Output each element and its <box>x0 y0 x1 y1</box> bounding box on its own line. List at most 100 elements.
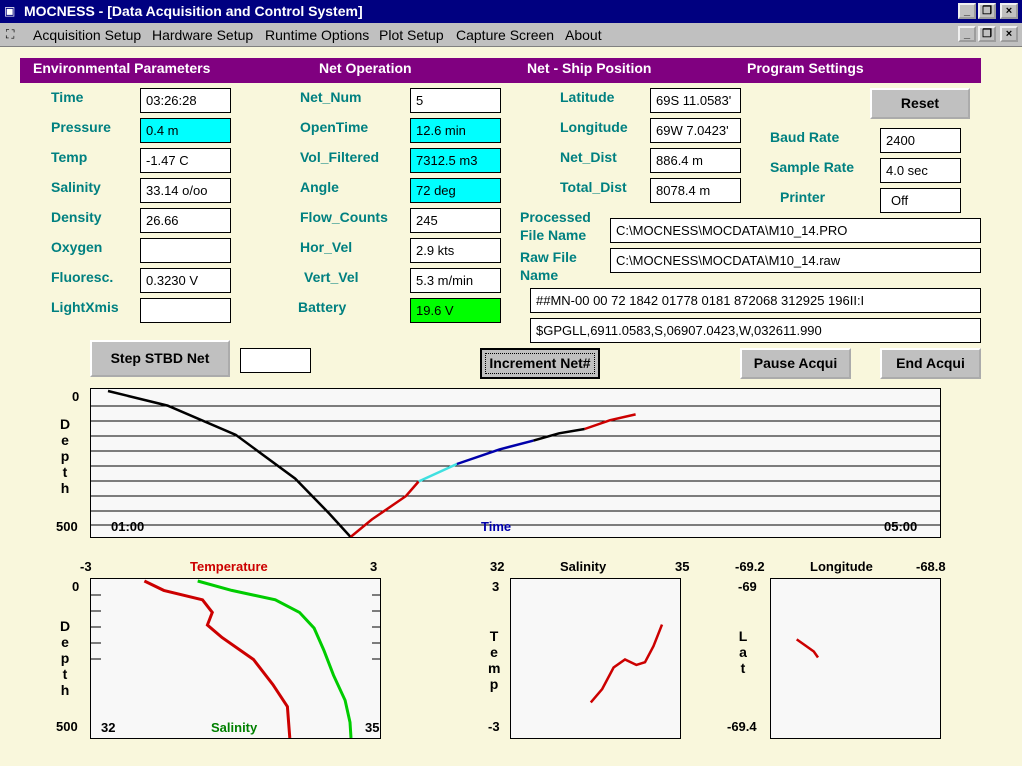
menu-plot-setup[interactable]: Plot Setup <box>379 27 444 43</box>
ll-xmin-label: -69.2 <box>735 559 765 574</box>
lightxmis-label: LightXmis <box>51 299 119 315</box>
depth-trace-segment-0 <box>107 389 352 537</box>
pressure-field: 0.4 m <box>140 118 231 143</box>
step-net-field[interactable] <box>240 348 311 373</box>
raw-file-label-1: Raw File <box>520 249 577 265</box>
temp-xmax-label: 3 <box>370 559 378 574</box>
depth-trace-segment-5 <box>584 413 636 431</box>
reset-button[interactable]: Reset <box>870 88 970 119</box>
ts-svg <box>589 624 664 704</box>
profile-depth-top: 0 <box>72 579 80 594</box>
hor-vel-field: 2.9 kts <box>410 238 501 263</box>
angle-field: 72 deg <box>410 178 501 203</box>
processed-file-label-2: File Name <box>520 227 587 243</box>
window-title: MOCNESS - [Data Acquisition and Control … <box>24 3 363 19</box>
time-axis-label: Time <box>481 519 512 534</box>
temp-label: Temp <box>51 149 88 165</box>
lat-lon-svg <box>795 638 820 659</box>
longitude-label: Longitude <box>560 119 628 135</box>
depth-time-svg <box>91 389 940 537</box>
time-end-label: 05:00 <box>884 519 918 534</box>
flow-counts-label: Flow_Counts <box>300 209 388 225</box>
ts-trace <box>589 624 664 704</box>
ship-track <box>795 638 820 659</box>
pause-acqui-button[interactable]: Pause Acqui <box>740 348 851 379</box>
opentime-field: 12.6 min <box>410 118 501 143</box>
temperature-title: Temperature <box>190 559 268 574</box>
vert-vel-label: Vert_Vel <box>304 269 359 285</box>
total-dist-label: Total_Dist <box>560 179 627 195</box>
step-stbd-net-button[interactable]: Step STBD Net <box>90 340 230 377</box>
density-label: Density <box>51 209 102 225</box>
battery-label: Battery <box>298 299 347 315</box>
processed-file-field: C:\MOCNESS\MOCDATA\M10_14.PRO <box>610 218 981 243</box>
vert-vel-field: 5.3 m/min <box>410 268 501 293</box>
depth-time-y-bottom: 500 <box>56 519 78 534</box>
latitude-field: 69S 11.0583' <box>650 88 741 113</box>
menu-acquisition-setup[interactable]: Acquisition Setup <box>33 27 142 43</box>
latitude-label: Latitude <box>560 89 615 105</box>
lat-lon-plot <box>770 578 941 739</box>
menu-runtime-options[interactable]: Runtime Options <box>265 27 370 43</box>
menu-bar: ⛶ Acquisition Setup Hardware Setup Runti… <box>0 23 1022 47</box>
net-dist-field: 886.4 m <box>650 148 741 173</box>
flow-counts-field: 245 <box>410 208 501 233</box>
fluoresc-label: Fluoresc. <box>51 269 114 285</box>
menu-hardware-setup[interactable]: Hardware Setup <box>152 27 254 43</box>
depth-trace-segment-3 <box>456 439 534 466</box>
salinity-field: 33.14 o/oo <box>140 178 231 203</box>
document-icon[interactable]: ⛶ <box>6 27 15 41</box>
angle-label: Angle <box>300 179 339 195</box>
salinity-xmax-label: 35 <box>365 720 380 735</box>
ll-ytop-label: -69 <box>738 579 757 594</box>
ll-xmax-label: -68.8 <box>916 559 946 574</box>
hor-vel-label: Hor_Vel <box>300 239 353 255</box>
depth-trace-segment-4 <box>533 427 585 442</box>
menu-capture-screen[interactable]: Capture Screen <box>456 27 555 43</box>
time-label: Time <box>51 89 84 105</box>
profile-line-salinity <box>197 579 353 738</box>
app-icon[interactable]: ▣ <box>4 4 16 18</box>
salinity-label: Salinity <box>51 179 101 195</box>
processed-file-label-1: Processed <box>520 209 591 225</box>
env-header: Environmental Parameters <box>33 60 211 76</box>
time-field: 03:26:28 <box>140 88 231 113</box>
baud-rate-field[interactable]: 2400 <box>880 128 961 153</box>
ll-ybot-label: -69.4 <box>727 719 757 734</box>
restore-button[interactable]: ❐ <box>978 3 996 19</box>
ts-xmax-label: 35 <box>675 559 690 574</box>
ts-ytop-label: 3 <box>492 579 500 594</box>
ts-xmin-label: 32 <box>490 559 505 574</box>
depth-trace-segment-1 <box>349 480 420 537</box>
temp-salinity-profile-svg <box>91 579 380 738</box>
ts-ybot-label: -3 <box>488 719 500 734</box>
child-close-button[interactable]: × <box>1000 26 1018 42</box>
net-dist-label: Net_Dist <box>560 149 617 165</box>
profile-ylabel: Depth <box>59 618 71 698</box>
profile-line-temperature <box>143 579 292 738</box>
depth-trace-segment-2 <box>418 462 458 483</box>
close-button[interactable]: × <box>1000 3 1018 19</box>
minimize-button[interactable]: _ <box>958 3 976 19</box>
end-acqui-button[interactable]: End Acqui <box>880 348 981 379</box>
printer-field[interactable]: Off <box>880 188 961 213</box>
profile-depth-bottom: 500 <box>56 719 78 734</box>
instrument-data-stream: ##MN-00 00 72 1842 01778 0181 872068 312… <box>530 288 981 313</box>
battery-field: 19.6 V <box>410 298 501 323</box>
ll-title: Longitude <box>810 559 873 574</box>
increment-net-button[interactable]: Increment Net# <box>480 348 600 379</box>
child-minimize-button[interactable]: _ <box>958 26 976 42</box>
lightxmis-field <box>140 298 231 323</box>
raw-file-label-2: Name <box>520 267 559 283</box>
net-header: Net Operation <box>319 60 412 76</box>
ts-plot <box>510 578 681 739</box>
menu-about[interactable]: About <box>565 27 602 43</box>
net-num-field: 5 <box>410 88 501 113</box>
sample-rate-label: Sample Rate <box>770 159 855 175</box>
ts-title: Salinity <box>560 559 607 574</box>
child-restore-button[interactable]: ❐ <box>978 26 996 42</box>
sample-rate-field[interactable]: 4.0 sec <box>880 158 961 183</box>
total-dist-field: 8078.4 m <box>650 178 741 203</box>
gps-data-stream: $GPGLL,6911.0583,S,06907.0423,W,032611.9… <box>530 318 981 343</box>
ll-ylabel: Lat <box>738 628 748 676</box>
